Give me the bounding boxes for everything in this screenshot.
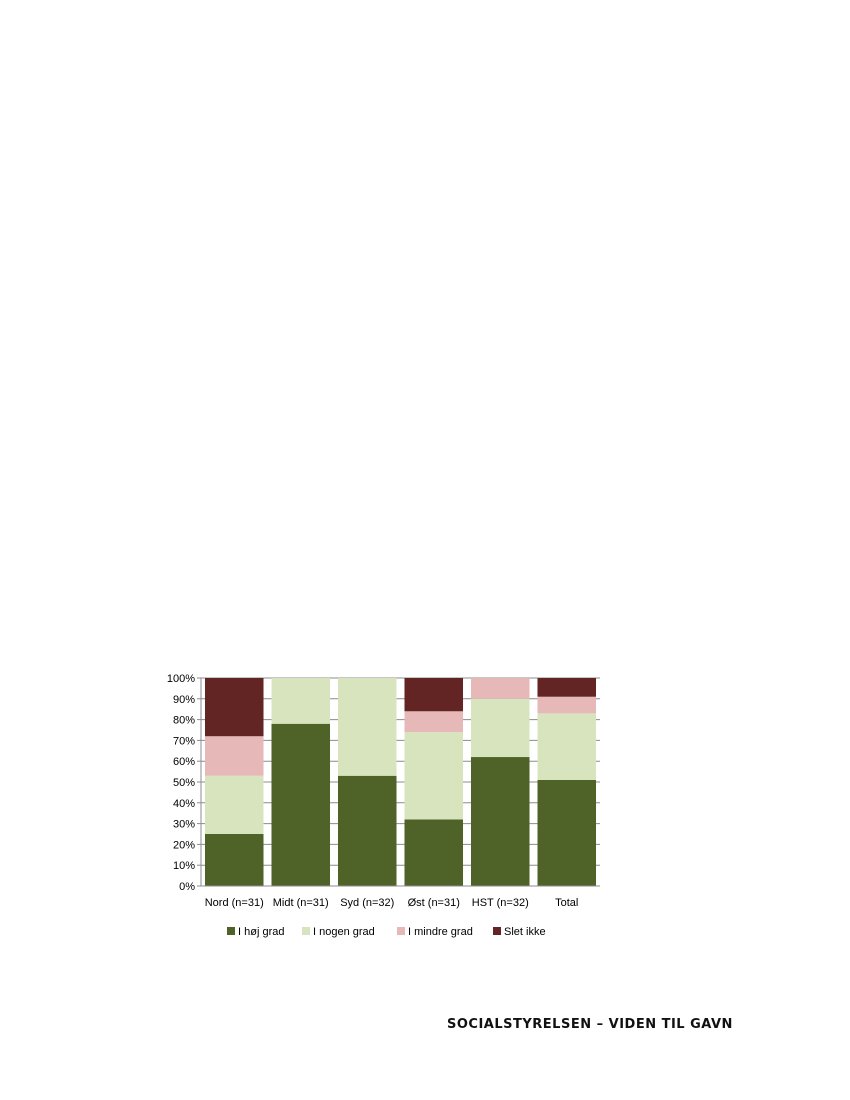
bar-segment bbox=[470, 678, 530, 699]
y-tick-label: 10% bbox=[173, 860, 195, 872]
bar-segment bbox=[271, 678, 331, 724]
y-axis-ticks: 0% 10% 20% 30% 40% 50% 60% 70% 80% 90% 100% bbox=[167, 673, 195, 893]
x-tick-label: HST (n=32) bbox=[472, 897, 529, 909]
bar-segment bbox=[404, 678, 464, 712]
y-tick-label: 30% bbox=[173, 819, 195, 831]
bar-segment bbox=[537, 779, 597, 886]
bar-segment bbox=[537, 696, 597, 714]
bar-segment bbox=[537, 678, 597, 697]
y-tick-label: 80% bbox=[173, 715, 195, 727]
legend-swatch bbox=[302, 927, 310, 935]
x-tick-label: Øst (n=31) bbox=[408, 897, 460, 909]
legend-label: I nogen grad bbox=[313, 926, 375, 938]
x-tick-label: Midt (n=31) bbox=[273, 897, 329, 909]
y-tick-label: 90% bbox=[173, 694, 195, 706]
stacked-bar-chart: 0% 10% 20% 30% 40% 50% 60% 70% 80% 90% 100% Nord (… bbox=[167, 673, 600, 938]
bar-segment bbox=[337, 678, 397, 776]
bars bbox=[204, 678, 597, 886]
bar-segment bbox=[204, 736, 264, 776]
bar-segment bbox=[404, 732, 464, 820]
legend: I høj grad I nogen grad I mindre grad Slet … bbox=[227, 926, 546, 938]
y-tick-label: 0% bbox=[179, 881, 195, 893]
x-tick-label: Total bbox=[555, 897, 578, 909]
legend-swatch bbox=[227, 927, 235, 935]
y-tick-label: 60% bbox=[173, 756, 195, 768]
bar-segment bbox=[470, 698, 530, 758]
bar-segment bbox=[537, 713, 597, 780]
y-tick-label: 50% bbox=[173, 777, 195, 789]
y-tick-label: 70% bbox=[173, 735, 195, 747]
bar-segment bbox=[470, 757, 530, 886]
y-tick-label: 20% bbox=[173, 839, 195, 851]
x-axis-ticks: Nord (n=31) Midt (n=31) Syd (n=32) Øst (n=3… bbox=[205, 897, 579, 909]
axes bbox=[200, 678, 600, 887]
legend-label: I høj grad bbox=[238, 926, 284, 938]
bar-segment bbox=[204, 775, 264, 834]
y-tick-label: 40% bbox=[173, 798, 195, 810]
bar-segment bbox=[404, 819, 464, 886]
grid-lines bbox=[197, 677, 600, 887]
bar-segment bbox=[337, 775, 397, 886]
footer-text: SOCIALSTYRELSEN – VIDEN TIL GAVN bbox=[447, 1017, 733, 1032]
legend-swatch bbox=[397, 927, 405, 935]
bar-segment bbox=[404, 711, 464, 733]
legend-label: I mindre grad bbox=[408, 926, 473, 938]
bar-segment bbox=[204, 834, 264, 886]
x-tick-label: Nord (n=31) bbox=[205, 897, 264, 909]
legend-label: Slet ikke bbox=[504, 926, 546, 938]
x-tick-label: Syd (n=32) bbox=[340, 897, 394, 909]
y-tick-label: 100% bbox=[167, 673, 195, 685]
bar-segment bbox=[204, 678, 264, 737]
legend-swatch bbox=[493, 927, 501, 935]
bar-segment bbox=[271, 723, 331, 886]
